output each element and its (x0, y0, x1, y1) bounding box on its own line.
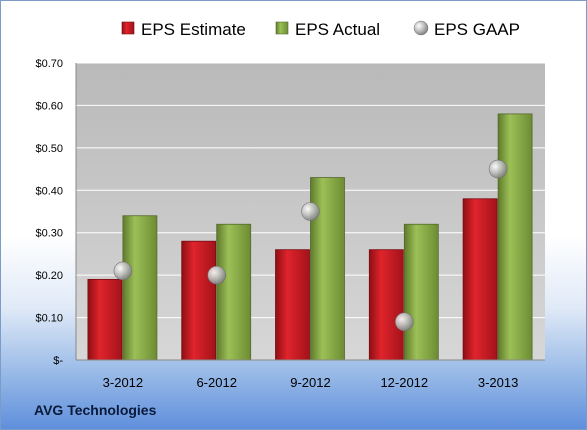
bar-eps-actual-6-2012 (216, 223, 252, 361)
y-axis: $- $0.10 $0.20 $0.30 $0.40 $0.50 $0.60 $0.70 (35, 58, 77, 367)
legend-swatch (275, 21, 289, 35)
legend-swatch (121, 21, 135, 35)
company-name: AVG Technologies (34, 402, 157, 418)
bar-eps-actual-12-2012 (403, 223, 439, 361)
point-eps-gaap-9-2012 (301, 202, 320, 221)
legend-label: EPS GAAP (434, 20, 520, 39)
bar-eps-actual-3-2012 (122, 215, 158, 361)
point-eps-gaap-3-2012 (113, 261, 133, 281)
y-tick-label: $0.40 (35, 185, 63, 197)
legend-swatch (413, 20, 429, 36)
bar-eps-estimate-6-2012 (181, 240, 217, 361)
y-tick-label: $0.10 (35, 313, 63, 325)
x-tick-label: 9-2012 (290, 375, 330, 390)
y-tick-label: $0.50 (35, 143, 63, 155)
legend-label: EPS Actual (295, 20, 380, 39)
legend-label: EPS Estimate (141, 20, 246, 39)
point-eps-gaap-3-2013 (488, 159, 508, 179)
y-tick-label: $0.60 (35, 100, 63, 112)
x-tick-label: 12-2012 (380, 375, 428, 390)
y-tick-label: $0.20 (35, 270, 63, 282)
x-axis: 3-2012 6-2012 9-2012 12-2012 3-2013 (76, 359, 545, 390)
x-tick-label: 3-2012 (103, 375, 143, 390)
point-eps-gaap-12-2012 (394, 312, 414, 332)
x-tick-label: 6-2012 (196, 375, 236, 390)
point-eps-gaap-6-2012 (207, 265, 226, 285)
gaap-points (113, 159, 508, 332)
x-tick-label: 3-2013 (478, 375, 518, 390)
legend: EPS Estimate EPS Actual EPS GAAP (121, 20, 520, 39)
bar-eps-estimate-12-2012 (368, 249, 404, 361)
bars (87, 113, 533, 361)
bar-eps-estimate-3-2012 (87, 278, 123, 361)
y-tick-label: $- (53, 355, 63, 367)
bar-eps-actual-3-2013 (497, 113, 533, 361)
y-tick-label: $0.70 (35, 58, 63, 70)
y-tick-label: $0.30 (35, 228, 63, 240)
bar-eps-estimate-3-2013 (462, 198, 498, 361)
bar-eps-estimate-9-2012 (275, 249, 310, 361)
